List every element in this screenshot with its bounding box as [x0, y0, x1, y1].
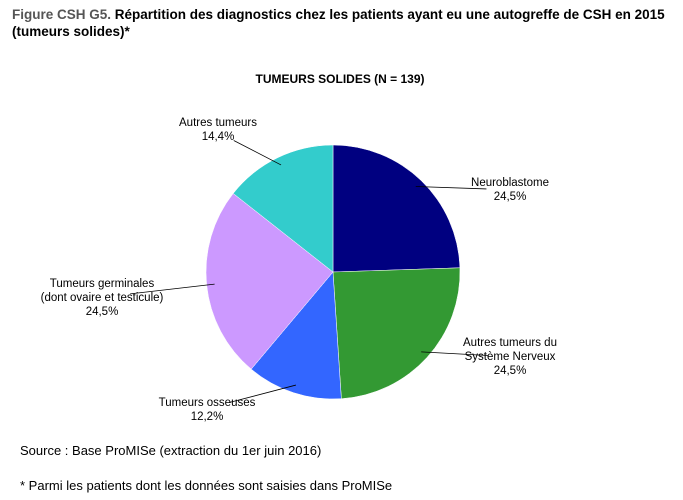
- slice-label: Autres tumeurs 14,4%: [179, 116, 257, 144]
- value-label: 24,5%: [493, 191, 527, 203]
- pie-slice: [250, 271, 342, 400]
- leader-line: [415, 186, 487, 190]
- value-label: 24,5%: [493, 365, 527, 377]
- leader-line: [421, 351, 488, 356]
- category-label: Neuroblastome: [471, 177, 549, 189]
- leader-line: [233, 140, 282, 166]
- pie-slice: [332, 144, 461, 273]
- chart-title: TUMEURS SOLIDES (N = 139): [255, 72, 425, 86]
- leader-line: [130, 283, 215, 295]
- category-label: Autres tumeurs: [179, 117, 257, 129]
- slice-label: Tumeurs germinales (dont ovaire et testi…: [41, 277, 164, 319]
- figure-title: Figure CSH G5. Répartition des diagnosti…: [12, 6, 672, 40]
- pie-slice: [232, 144, 334, 273]
- value-label: 24,5%: [85, 306, 119, 318]
- slice-label: Tumeurs osseuses 12,2%: [159, 396, 256, 424]
- pie-slice: [332, 267, 461, 399]
- leader-line: [229, 384, 297, 403]
- note: * Parmi les patients dont les données so…: [20, 478, 393, 493]
- category-label: Tumeurs osseuses: [158, 397, 256, 409]
- slice-label: Neuroblastome 24,5%: [471, 176, 549, 204]
- slice-label: Autres tumeurs du Système Nerveux 24,5%: [463, 336, 557, 378]
- figure-label: Figure CSH G5.: [12, 7, 112, 22]
- category-label: Autres tumeurs du Système Nerveux: [463, 337, 557, 363]
- value-label: 12,2%: [190, 411, 224, 423]
- title-text: Répartition des diagnostics chez les pat…: [12, 7, 665, 39]
- value-label: 14,4%: [201, 131, 235, 143]
- category-label: Tumeurs germinales (dont ovaire et testi…: [40, 278, 164, 304]
- source: Source : Base ProMISe (extraction du 1er…: [20, 443, 322, 458]
